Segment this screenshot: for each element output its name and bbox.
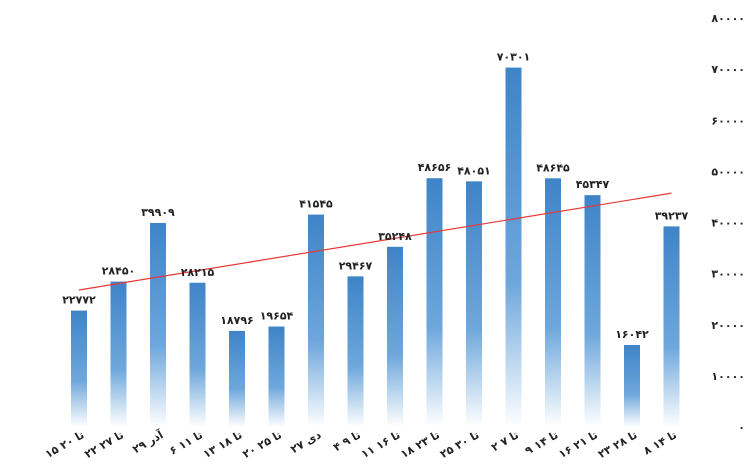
bar (466, 181, 482, 427)
bar (150, 222, 166, 427)
data-label: ۳۹۹۰۹ (141, 206, 175, 219)
y-tick-label: ۳۰۰۰۰ (711, 268, 745, 281)
data-label: ۲۹۴۶۷ (339, 259, 373, 272)
data-label: ۲۲۷۷۲ (62, 294, 96, 307)
bar (426, 178, 443, 427)
y-tick-label: ۴۰۰۰۰ (711, 217, 745, 230)
y-axis: ۰ ۱۰۰۰۰ ۲۰۰۰۰ ۳۰۰۰۰ ۴۰۰۰۰ ۵۰۰۰۰ ۶۰۰۰۰ ۷۰۰۰۰ ۸۰۰۰… (711, 12, 745, 434)
x-tick-label: ۲۲ تا ۲۷ (82, 428, 126, 461)
bar (110, 281, 127, 427)
bar (505, 67, 522, 428)
data-label: ۱۹۶۵۴ (260, 310, 294, 323)
x-tick-label: ۲ تا ۷ (489, 428, 521, 454)
y-tick-label: ۱۰۰۰۰ (711, 370, 745, 383)
x-tick-label: ۶ تا ۱۱ (167, 428, 205, 457)
x-tick-label: ۲۰ تا ۲۵ (240, 428, 284, 461)
bar (387, 246, 403, 427)
y-tick-label: ۶۰۰۰۰ (711, 114, 745, 127)
bar (624, 344, 640, 427)
x-tick-label: ۱۸ تا ۲۳ (398, 428, 442, 461)
x-tick-label: ۱۶ تا ۲۱ (556, 428, 600, 461)
bar (584, 195, 601, 427)
bar (229, 330, 245, 427)
trendline (78, 192, 672, 291)
data-label: ۱۸۷۹۶ (220, 314, 254, 327)
bar (71, 310, 87, 427)
x-tick-label: ۱۵ تا ۲۰ (43, 428, 87, 461)
data-label: ۴۸۶۵۶ (418, 161, 452, 174)
data-labels: ۲۲۷۷۲ ۲۸۴۵۰ ۳۹۹۰۹ ۲۸۲۱۵ ۱۸۷۹۶ ۱۹۶۵۴ ۴۱۵۴۵ ۲۹۴۶۷… (62, 51, 688, 341)
bars (71, 67, 680, 428)
bar (268, 326, 285, 427)
x-tick-label: ۲۳ تا ۲۸ (596, 428, 640, 461)
data-label: ۲۸۲۱۵ (181, 266, 215, 279)
x-tick-label: ۱۳ تا ۱۸ (201, 428, 245, 461)
data-label: ۴۸۰۵۱ (457, 164, 491, 177)
data-label: ۳۵۲۴۸ (378, 230, 412, 243)
x-tick-label: ۸ تا ۱۴ (641, 428, 679, 457)
x-tick-label: ۲۹ آذر (130, 427, 166, 456)
trendline-group (78, 192, 672, 291)
y-tick-label: ۵۰۰۰۰ (711, 165, 745, 178)
bar (308, 214, 324, 427)
bar (347, 276, 364, 427)
data-label: ۱۶۰۴۲ (615, 328, 649, 341)
y-tick-label: ۲۰۰۰۰ (711, 319, 745, 332)
data-label: ۴۵۳۴۷ (576, 178, 610, 191)
data-label: ۷۰۳۰۱ (497, 51, 531, 64)
y-tick-label: ۸۰۰۰۰ (711, 12, 745, 25)
data-label: ۴۱۵۴۵ (299, 198, 333, 211)
data-label: ۲۸۴۵۰ (102, 265, 136, 278)
bar (189, 282, 206, 427)
x-tick-label: ۱۱ تا ۱۶ (359, 428, 403, 461)
data-label: ۳۹۲۳۷ (655, 209, 689, 222)
bar (663, 226, 680, 427)
y-tick-label: ۰ (738, 421, 745, 434)
x-tick-label: ۲۵ تا ۳۰ (438, 428, 482, 461)
bar (545, 178, 561, 427)
data-label: ۴۸۶۴۵ (536, 161, 570, 174)
x-tick-label: ۲۷ دی (288, 428, 323, 456)
y-tick-label: ۷۰۰۰۰ (711, 63, 745, 76)
x-tick-label: ۹ تا ۱۴ (523, 428, 561, 457)
